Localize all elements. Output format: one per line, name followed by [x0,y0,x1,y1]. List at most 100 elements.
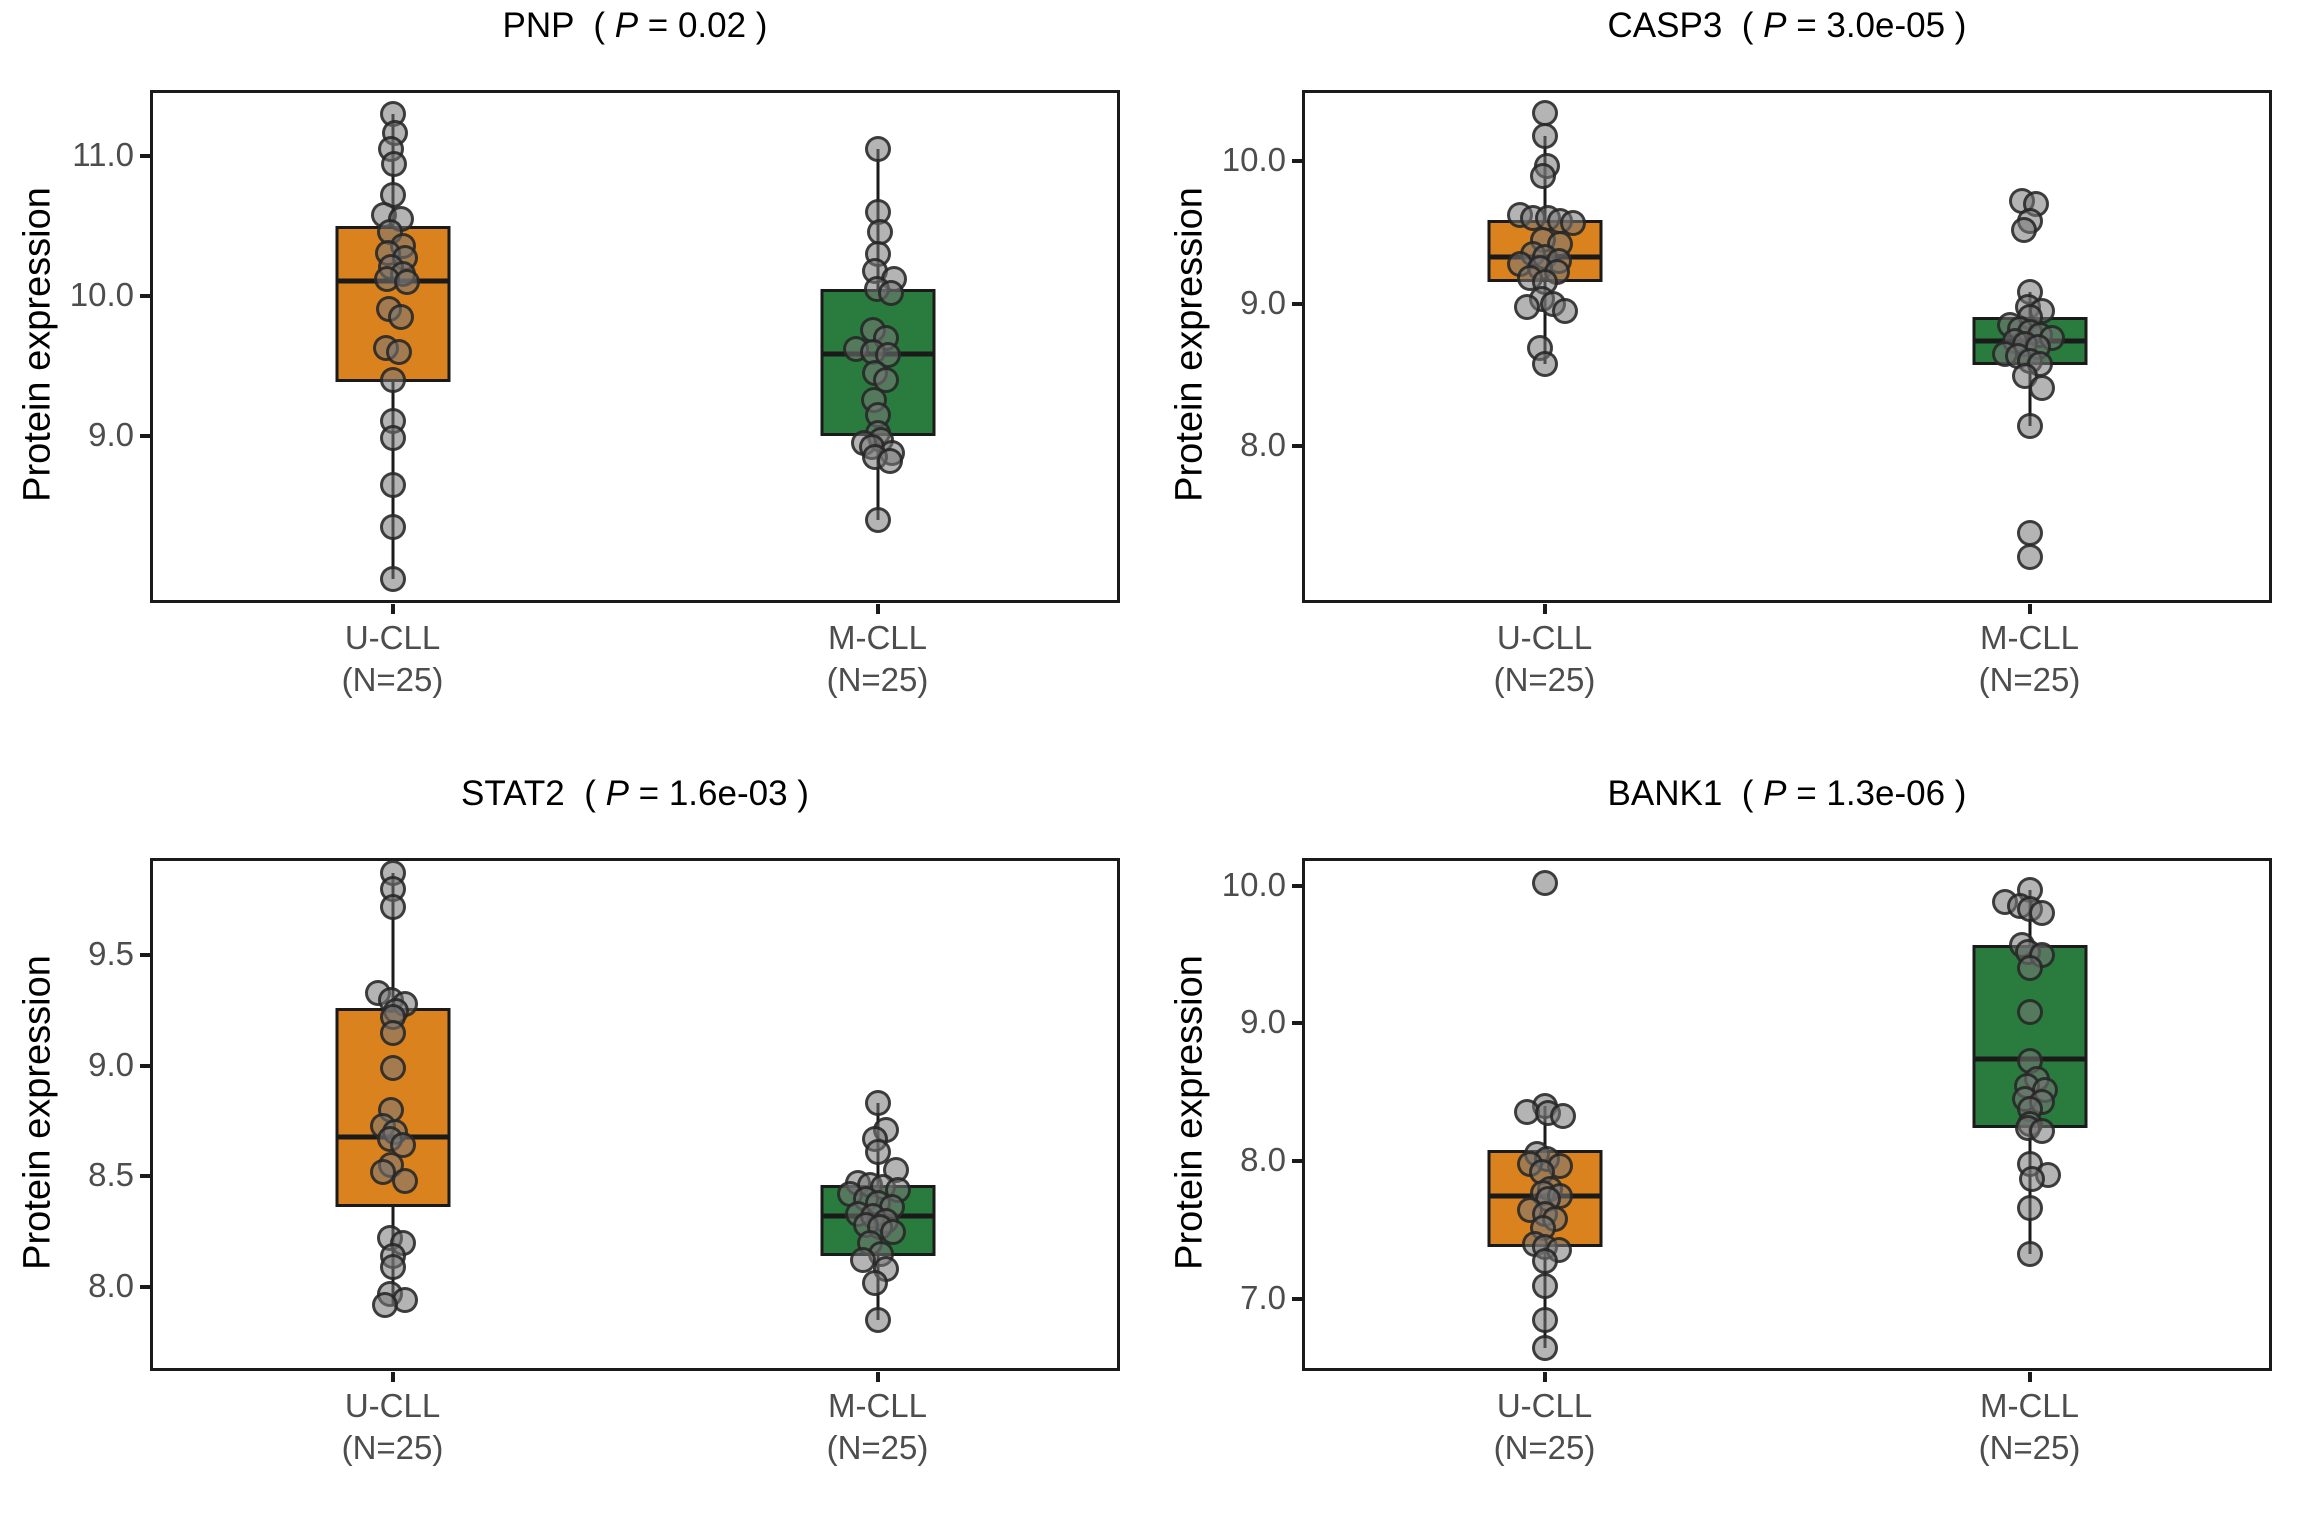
jitter-point [1531,122,1558,149]
jitter-point [379,424,406,451]
x-category-name: M-CLL [1979,1387,2080,1424]
jitter-point [379,472,406,499]
jitter-point [864,1307,891,1334]
y-tick-label: 9.5 [88,935,134,973]
y-tick-mark [140,294,150,299]
jitter-point [872,367,899,394]
y-tick-mark [1292,883,1302,888]
p-symbol: P [605,774,629,813]
x-category-sublabel: (N=25) [1978,1429,2081,1466]
y-tick-mark [140,153,150,158]
x-category-sublabel: (N=25) [826,661,929,698]
x-category-sublabel: (N=25) [1493,661,1596,698]
p-symbol: P [614,6,639,45]
x-category-label-m-cll: M-CLL (N=25) [718,617,1038,701]
x-category-name: M-CLL [1979,619,2080,656]
p-value-text: = 0.02 ) [638,6,768,45]
gene-name: STAT2 [461,774,565,813]
jitter-point [2016,955,2043,982]
jitter-point [1529,162,1556,189]
jitter-point [1531,869,1558,896]
jitter-point [387,304,414,331]
x-category-sublabel: (N=25) [826,1429,929,1466]
y-tick-label: 10.0 [69,276,134,314]
x-category-name: U-CLL [344,619,441,656]
jitter-point [385,339,412,366]
x-tick-mark [875,1372,880,1382]
jitter-point [379,1254,406,1281]
plot-area [150,90,1120,603]
x-category-label-u-cll: U-CLL (N=25) [1385,1385,1705,1469]
x-tick-mark [1542,604,1547,614]
x-tick-mark [2027,1372,2032,1382]
y-tick-label: 8.0 [1240,1141,1286,1179]
jitter-point [876,448,903,475]
y-tick-label: 10.0 [1221,141,1286,179]
jitter-point [2010,216,2037,243]
jitter-point [864,1090,891,1117]
p-value-text: = 3.0e-05 ) [1786,6,1967,45]
jitter-point [864,507,891,534]
y-tick-label: 10.0 [1221,865,1286,903]
gene-name: CASP3 [1607,6,1723,45]
jitter-point [1531,1306,1558,1333]
x-tick-mark [2027,604,2032,614]
p-value-text: = 1.6e-03 ) [628,774,809,813]
x-tick-mark [875,604,880,614]
x-tick-mark [390,1372,395,1382]
jitter-point [379,1019,406,1046]
y-tick-mark [140,434,150,439]
y-tick-label: 9.0 [1240,283,1286,321]
jitter-point [2028,1118,2055,1145]
x-category-label-m-cll: M-CLL (N=25) [1870,617,2190,701]
jitter-point [879,1218,906,1245]
jitter-point [2016,520,2043,547]
y-tick-mark [140,1284,150,1289]
y-tick-label: 7.0 [1240,1279,1286,1317]
jitter-point [877,280,904,307]
jitter-point [1549,1102,1576,1129]
jitter-point [379,893,406,920]
y-tick-mark [140,1174,150,1179]
y-tick-mark [1292,1159,1302,1164]
jitter-point [389,1132,416,1159]
jitter-point [849,1247,876,1274]
panel-title: BANK1 ( P = 1.3e-06 ) [1607,774,1967,813]
y-tick-mark [1292,159,1302,164]
y-tick-label: 8.0 [1240,426,1286,464]
plot-area [1302,90,2272,603]
jitter-point [379,566,406,593]
x-category-name: U-CLL [1496,619,1593,656]
y-tick-label: 9.0 [88,1046,134,1084]
jitter-point [1513,293,1540,320]
p-symbol: P [1763,6,1787,45]
jitter-point [2016,1240,2043,1267]
jitter-point [393,269,420,296]
jitter-point [2016,544,2043,571]
y-tick-mark [1292,1021,1302,1026]
jitter-point [380,151,407,178]
x-category-label-u-cll: U-CLL (N=25) [1385,617,1705,701]
y-tick-label: 9.0 [88,416,134,454]
x-category-name: M-CLL [827,619,928,656]
x-category-sublabel: (N=25) [1978,661,2081,698]
jitter-point [1531,1272,1558,1299]
y-tick-mark [1292,444,1302,449]
x-tick-mark [390,604,395,614]
x-category-label-u-cll: U-CLL (N=25) [233,1385,553,1469]
x-category-name: U-CLL [1496,1387,1593,1424]
jitter-point [1531,1334,1558,1361]
p-value-text: = 1.3e-06 ) [1786,774,1967,813]
y-tick-label: 8.0 [88,1267,134,1305]
jitter-point [2018,1166,2045,1193]
jitter-point [864,135,891,162]
jitter-point [1531,1247,1558,1274]
panel-title: STAT2 ( P = 1.6e-03 ) [461,774,809,813]
y-tick-label: 8.5 [88,1156,134,1194]
x-category-label-u-cll: U-CLL (N=25) [233,617,553,701]
x-category-name: U-CLL [344,1387,441,1424]
jitter-point [1551,297,1578,324]
y-tick-label: 9.0 [1240,1003,1286,1041]
y-tick-mark [1292,1297,1302,1302]
